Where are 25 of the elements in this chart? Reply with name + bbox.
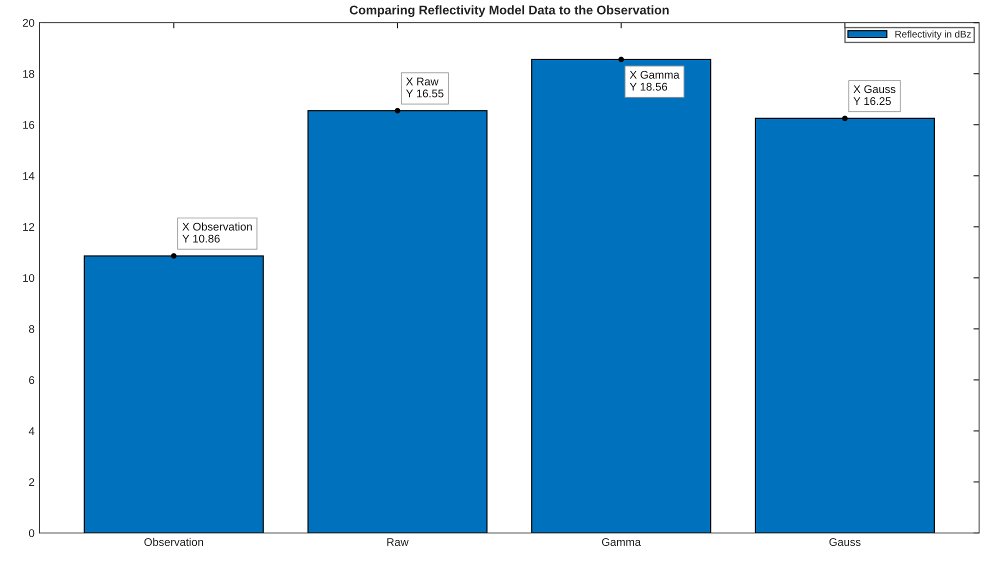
y-tick-label: 10 (23, 274, 34, 282)
x-tick-label: Gauss (829, 538, 861, 546)
y-tick-label: 16 (23, 121, 34, 129)
bar (84, 255, 264, 533)
y-tick-label: 6 (29, 376, 34, 384)
annotation: X Observation Y 10.86 (182, 222, 252, 243)
x-tick-label: Observation (144, 538, 204, 546)
chart-title: Comparing Reflectivity Model Data to the Observation (350, 5, 669, 17)
annotation: X Raw Y 16.55 (406, 78, 444, 98)
x-tick-label: Gamma (602, 538, 641, 546)
y-tick-label: 4 (28, 427, 34, 435)
annotation: X Gauss Y 16.25 (853, 85, 896, 106)
annotation: X Gamma Y 18.56 (630, 70, 680, 91)
y-tick-label: 0 (28, 529, 34, 538)
y-tick-label: 18 (23, 70, 34, 78)
bar (531, 58, 712, 533)
y-tick-label: 20 (22, 18, 34, 27)
bar (754, 118, 935, 533)
y-tick-label: 8 (29, 325, 34, 333)
y-tick-label: 2 (29, 478, 34, 486)
y-tick-label: 14 (23, 172, 34, 180)
x-tick-label: Raw (387, 538, 409, 546)
bar (307, 110, 488, 533)
legend-label: Reflectivity in dBz (895, 30, 971, 40)
y-tick-label: 12 (23, 223, 34, 231)
